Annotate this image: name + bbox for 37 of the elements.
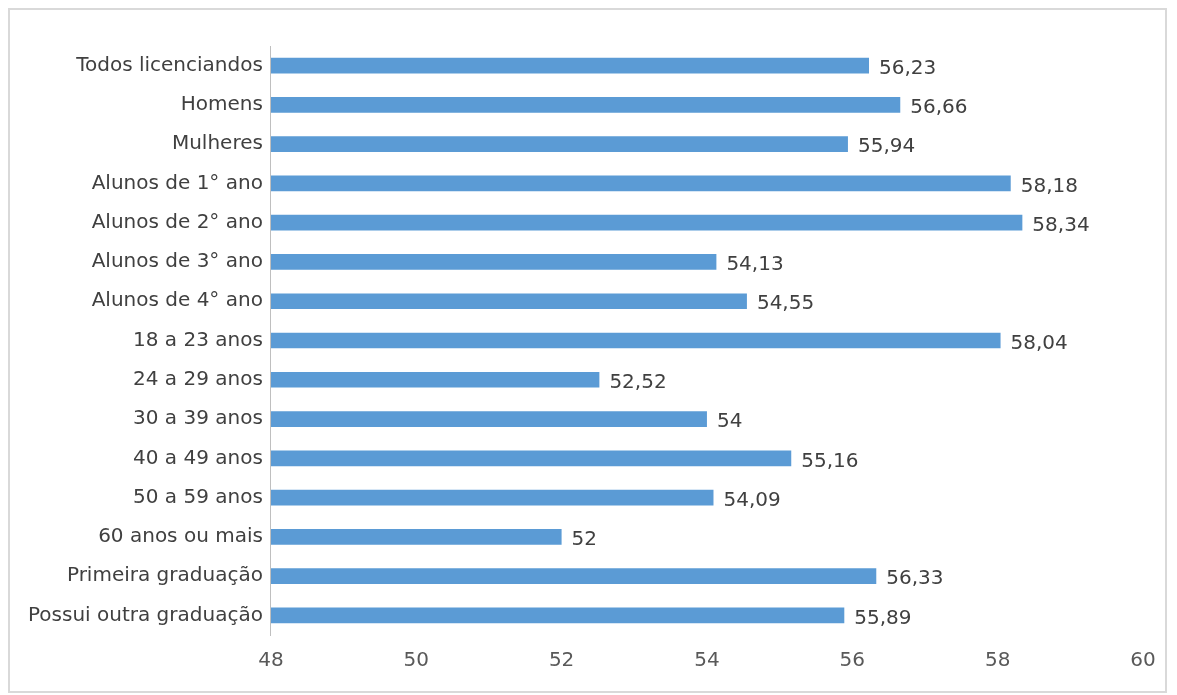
data-label: 52	[571, 526, 598, 551]
x-tick-label: 60	[1130, 647, 1156, 672]
y-tick-label: Alunos de 3° ano	[91, 248, 263, 273]
data-label: 58,34	[1032, 211, 1090, 236]
data-label: 58,04	[1010, 329, 1068, 354]
data-label: 54,13	[726, 251, 784, 276]
data-label: 55,89	[854, 604, 912, 629]
y-tick-label: Alunos de 1° ano	[91, 169, 263, 194]
x-tick-label: 56	[839, 647, 866, 672]
y-tick-label: Todos licenciandos	[75, 51, 263, 76]
y-tick-label: Alunos de 2° ano	[91, 208, 263, 233]
x-tick-label: 54	[694, 647, 720, 672]
data-label: 54	[716, 408, 743, 433]
y-tick-label: 60 anos ou mais	[98, 523, 263, 548]
x-tick-label: 58	[984, 647, 1011, 672]
y-tick-label: Possui outra graduação	[27, 601, 263, 626]
data-label: 56,66	[910, 94, 968, 119]
y-tick-label: Mulheres	[171, 130, 263, 155]
data-label: 54,09	[723, 486, 781, 511]
data-label: 56,33	[886, 565, 944, 590]
y-tick-label: 40 a 49 anos	[133, 444, 263, 469]
y-tick-label: 18 a 23 anos	[133, 326, 263, 351]
y-tick-label: Homens	[180, 91, 263, 116]
data-label: 58,18	[1020, 172, 1078, 197]
data-label: 52,52	[609, 368, 667, 393]
y-tick-label: 50 a 59 anos	[133, 483, 263, 508]
data-label: 55,16	[801, 447, 859, 472]
data-label: 56,23	[879, 54, 937, 79]
data-label: 54,55	[756, 290, 815, 315]
data-label: 55,94	[857, 133, 916, 158]
y-tick-label: Primeira graduação	[66, 562, 263, 587]
x-tick-label: 50	[403, 647, 429, 672]
x-tick-label: 52	[548, 647, 575, 672]
y-tick-label: 30 a 39 anos	[133, 405, 263, 430]
y-tick-label: Alunos de 4° ano	[91, 287, 263, 312]
x-tick-label: 48	[258, 647, 284, 672]
y-tick-label: 24 a 29 anos	[133, 365, 263, 390]
